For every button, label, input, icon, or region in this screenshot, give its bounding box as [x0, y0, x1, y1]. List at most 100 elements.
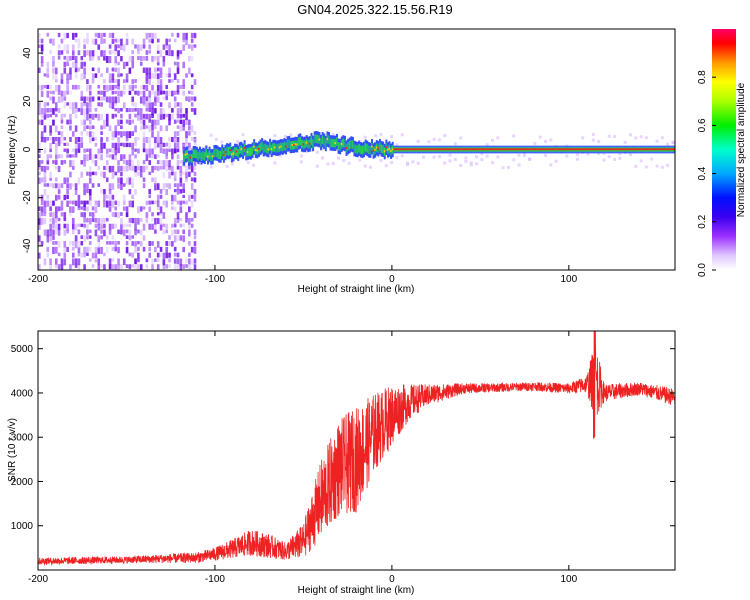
spectrogram-cell — [171, 113, 174, 120]
ridge-cell — [488, 148, 491, 151]
spectrogram-cell — [46, 32, 50, 37]
spectrogram-cell — [122, 142, 126, 148]
spectrogram-cell — [83, 154, 86, 161]
spectrogram-cell — [57, 264, 61, 270]
spectrogram-cell — [54, 154, 58, 160]
spectrogram-cell — [74, 183, 78, 190]
ridge-cell — [474, 148, 477, 151]
spectrogram-cell — [193, 131, 197, 136]
spectrogram-cell — [60, 136, 64, 144]
spectrogram-cell — [108, 154, 112, 158]
spectrogram-cell — [168, 136, 171, 142]
spectrogram-cell — [159, 246, 163, 252]
spectrogram-cell — [142, 183, 146, 189]
spectrogram-cell — [193, 246, 197, 254]
spectrogram-cell — [117, 84, 120, 90]
spectrogram-cell — [188, 96, 191, 103]
spectrogram-cell — [283, 134, 287, 138]
spectrogram-cell — [176, 142, 180, 149]
spectrogram-cell — [165, 142, 168, 147]
spectrogram-cell — [416, 161, 420, 165]
spectrogram-cell — [111, 246, 115, 251]
spectrogram-cell — [69, 125, 72, 131]
ridge-cell — [460, 148, 463, 151]
spectrogram-cell — [46, 183, 50, 187]
spectrogram-cell — [71, 206, 75, 213]
spectrogram-cell — [151, 84, 154, 91]
spectrogram-cell — [185, 119, 188, 126]
spectrogram-cell — [145, 258, 149, 263]
spectrogram-cell — [117, 200, 120, 207]
spectrogram-cell — [165, 229, 168, 234]
spectrogram-cell — [190, 217, 194, 222]
ridge-cell — [189, 156, 192, 159]
spectrogram-cell — [154, 55, 157, 61]
spectrogram-cell — [262, 138, 266, 142]
spectrogram-cell — [148, 90, 152, 98]
spectrogram-cell — [63, 67, 67, 74]
spectrogram-cell — [66, 50, 69, 54]
spectrogram-cell — [193, 165, 197, 171]
spectrogram-cell — [71, 108, 75, 115]
spectrogram-cell — [97, 241, 101, 249]
spectrogram-cell — [190, 200, 194, 208]
ridge-cell — [479, 148, 482, 151]
spectrogram-cell — [145, 212, 149, 218]
spectrogram-cell — [190, 44, 194, 51]
spectrogram-cell — [97, 67, 101, 73]
spectrogram-cell — [63, 32, 67, 40]
spectrogram-cell — [142, 84, 146, 90]
spectrogram-cell — [137, 252, 140, 259]
spectrogram-cell — [190, 96, 194, 101]
spectrogram-cell — [151, 241, 154, 246]
ridge-cell — [232, 152, 235, 155]
spectrogram-cell — [63, 258, 67, 266]
spectrogram-cell — [148, 252, 152, 258]
spectrogram-cell — [134, 217, 137, 224]
spectrogram-cell — [38, 154, 41, 159]
x-tick-label: 100 — [560, 274, 577, 285]
spectrogram-cell — [94, 160, 98, 167]
spectrogram-cell — [142, 142, 146, 149]
spectrogram-cell — [94, 154, 98, 159]
spectrogram-cell — [151, 223, 154, 230]
spectrogram-cell — [103, 223, 106, 229]
spectrogram-cell — [66, 148, 69, 154]
ridge-cell — [504, 148, 507, 151]
spectrogram-cell — [156, 38, 160, 43]
spectrogram-cell — [114, 148, 118, 156]
spectrogram-cell — [57, 32, 61, 38]
ridge-cell — [619, 148, 622, 151]
spectrogram-cell — [395, 143, 399, 147]
spectrogram-cell — [49, 108, 52, 113]
spectrogram-cell — [125, 136, 129, 142]
spectrogram-cell — [117, 90, 120, 97]
ridge-cell — [288, 139, 291, 148]
spectrogram-cell — [188, 90, 191, 95]
spectrogram-cell — [114, 102, 118, 106]
ridge-cell — [546, 148, 549, 151]
spectrogram-cell — [97, 96, 101, 101]
spectrogram-cell — [179, 102, 183, 109]
ridge-cell — [251, 146, 254, 155]
spectrogram-cell — [77, 44, 81, 49]
spectrogram-cell — [148, 136, 152, 143]
spectrogram-cell — [220, 140, 224, 144]
spectrogram-cell — [71, 84, 75, 90]
spectrogram-cell — [145, 102, 149, 109]
spectrogram-cell — [91, 217, 95, 223]
spectrogram-cell — [122, 165, 126, 172]
spectrogram-cell — [74, 264, 78, 268]
spectrogram-cell — [131, 235, 135, 239]
spectrogram-cell — [88, 90, 92, 96]
spectrogram-cell — [176, 252, 180, 258]
ridge-cell — [646, 148, 649, 151]
spectrogram-cell — [188, 165, 191, 170]
spectrogram-cell — [142, 102, 146, 106]
spectrogram-cell — [165, 50, 168, 56]
spectrogram-cell — [38, 67, 41, 74]
spectrogram-cell — [125, 73, 129, 80]
spectrogram-cell — [111, 154, 115, 160]
spectrogram-cell — [57, 206, 61, 212]
spectrogram-cell — [162, 90, 166, 95]
